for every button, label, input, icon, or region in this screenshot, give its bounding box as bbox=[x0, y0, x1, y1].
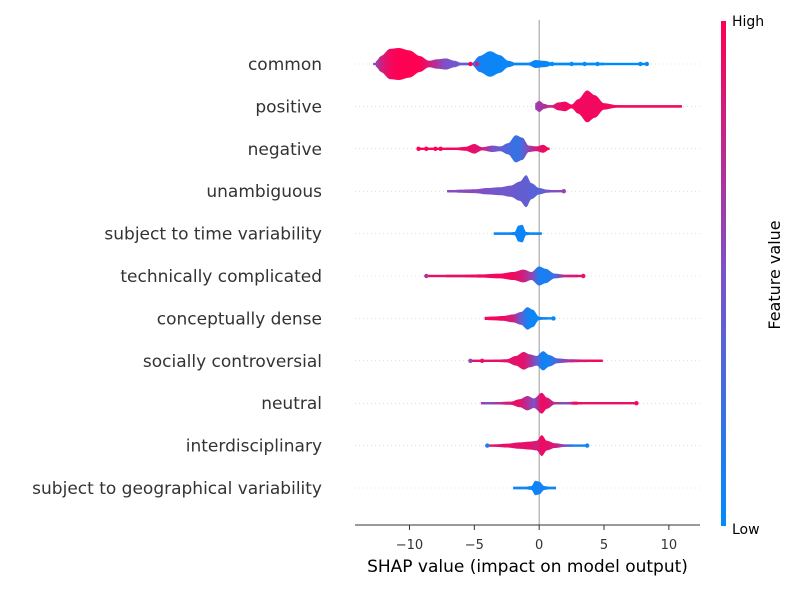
violin-body bbox=[445, 266, 579, 286]
feature-label: socially controversial bbox=[143, 352, 322, 372]
violin-neutral bbox=[480, 392, 639, 414]
violin-subject-to-time-variability bbox=[493, 224, 542, 243]
x-tick-label: 5 bbox=[600, 538, 608, 553]
x-tick-label: 0 bbox=[535, 538, 543, 553]
feature-label: common bbox=[248, 55, 322, 75]
colorbar: High Low Feature value bbox=[721, 14, 784, 538]
violin-outlier-point bbox=[634, 401, 639, 406]
x-tick-label: −10 bbox=[396, 538, 423, 553]
violin-outlier-point bbox=[479, 358, 485, 363]
violin-technically-complicated bbox=[424, 266, 586, 286]
violin-body bbox=[445, 135, 550, 163]
violin-outlier-point bbox=[584, 443, 590, 448]
colorbar-high-label: High bbox=[732, 14, 764, 30]
x-tick-label: −5 bbox=[465, 538, 484, 553]
violin-positive bbox=[535, 90, 682, 123]
violin-common bbox=[373, 48, 650, 80]
x-axis-ticks: −10 −5 0 5 10 bbox=[396, 525, 677, 553]
violin-outlier-point bbox=[582, 61, 587, 67]
violin-interdisciplinary bbox=[485, 435, 590, 456]
colorbar-gradient bbox=[721, 21, 726, 526]
x-tick-label: 10 bbox=[661, 538, 678, 553]
violin-outlier-point bbox=[638, 61, 643, 67]
violin-outlier-point bbox=[549, 61, 555, 67]
violin-body bbox=[448, 175, 555, 208]
violin-outlier-point bbox=[468, 358, 473, 363]
colorbar-low-label: Low bbox=[732, 522, 760, 538]
violin-body bbox=[493, 435, 573, 456]
feature-label: unambiguous bbox=[206, 182, 322, 202]
feature-label: neutral bbox=[261, 394, 322, 414]
violin-outlier-point bbox=[433, 146, 438, 151]
feature-label: negative bbox=[248, 140, 322, 160]
feature-label: technically complicated bbox=[120, 267, 322, 287]
violin-unambiguous bbox=[447, 175, 567, 208]
feature-labels: common positive negative unambiguous subject… bbox=[32, 55, 322, 499]
feature-label: interdisciplinary bbox=[186, 437, 322, 457]
violin-conceptually-dense bbox=[484, 307, 556, 330]
violin-outlier-point bbox=[424, 146, 429, 151]
violin-outlier-point bbox=[438, 146, 443, 151]
feature-label: conceptually dense bbox=[157, 309, 322, 329]
violin-body bbox=[535, 90, 682, 123]
violin-body bbox=[482, 392, 582, 414]
violin-body bbox=[484, 307, 547, 330]
violin-outlier-point bbox=[468, 61, 473, 67]
violin-outlier-point bbox=[595, 61, 600, 67]
feature-label: subject to geographical variability bbox=[32, 479, 322, 499]
violin-group bbox=[373, 48, 682, 496]
violin-outlier-point bbox=[569, 61, 574, 67]
colorbar-title: Feature value bbox=[765, 220, 784, 329]
violin-outlier-point bbox=[581, 273, 586, 279]
violin-outlier-point bbox=[551, 316, 556, 321]
violin-subject-to-geographical-variability bbox=[513, 480, 557, 496]
violin-body bbox=[375, 48, 605, 80]
violin-body bbox=[513, 480, 557, 496]
x-axis-title: SHAP value (impact on model output) bbox=[367, 557, 688, 577]
violin-body bbox=[493, 351, 603, 371]
feature-label: subject to time variability bbox=[104, 225, 322, 245]
violin-outlier-point bbox=[485, 443, 490, 448]
violin-outlier-point bbox=[474, 61, 480, 67]
violin-outlier-point bbox=[561, 189, 567, 194]
violin-negative bbox=[416, 135, 550, 163]
violin-body bbox=[493, 224, 542, 243]
violin-outlier-point bbox=[644, 61, 650, 67]
feature-label: positive bbox=[255, 97, 322, 117]
violin-socially-controversial bbox=[468, 351, 603, 371]
violin-outlier-point bbox=[416, 146, 421, 151]
violin-outlier-point bbox=[424, 273, 429, 279]
